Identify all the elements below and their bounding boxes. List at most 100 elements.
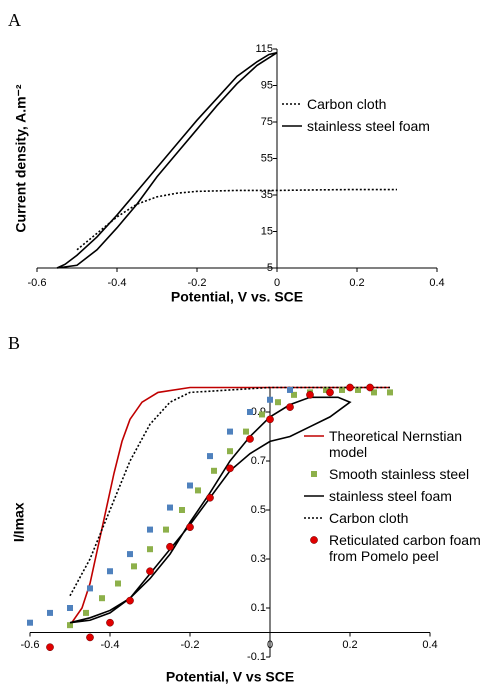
marker-circle [306, 391, 314, 399]
x-tick-label: -0.4 [101, 639, 120, 651]
y-axis-label: I/Imax [11, 502, 27, 542]
legend: Carbon cloth stainless steel foam [281, 96, 481, 140]
marker-square [167, 504, 173, 511]
marker-square [371, 389, 377, 396]
marker-square [163, 526, 169, 533]
marker-square [107, 568, 113, 575]
y-tick-label: 95 [261, 79, 273, 91]
x-tick-label: 0.2 [349, 277, 364, 289]
marker-square [67, 605, 73, 611]
marker-circle [86, 633, 94, 642]
legend-swatch [304, 495, 324, 497]
x-tick-label: 0 [274, 277, 280, 289]
x-tick-label: 0.2 [342, 639, 357, 651]
legend-label: stainless steel foam [307, 118, 430, 134]
marker-circle [310, 536, 318, 544]
legend-swatch [311, 471, 317, 477]
legend-label: Carbon cloth [329, 510, 409, 526]
series-line [76, 188, 397, 251]
marker-circle [366, 383, 374, 392]
legend-entry: stainless steel foam [303, 488, 488, 504]
y-tick-label: 35 [261, 189, 273, 201]
marker-circle [246, 435, 254, 443]
x-tick-label: 0.4 [422, 639, 437, 651]
y-axis-label: Current density, A.m⁻² [13, 84, 29, 233]
x-axis-label: Potential, V vs. SCE [171, 289, 303, 305]
x-tick-label: 0.4 [429, 277, 444, 289]
marker-square [243, 428, 249, 435]
legend-swatch [304, 517, 324, 519]
marker-square [311, 471, 317, 477]
marker-square [195, 487, 201, 494]
legend-swatch [304, 435, 324, 437]
series-line [69, 386, 390, 597]
marker-square [227, 428, 233, 435]
panel-label: A [8, 10, 21, 30]
y-tick-label: -5 [263, 262, 273, 274]
marker-square [115, 580, 121, 587]
marker-circle [146, 567, 154, 576]
marker-square [87, 585, 93, 592]
marker-square [67, 622, 73, 629]
legend-entry: Carbon cloth [281, 96, 481, 112]
y-tick-label: 15 [261, 225, 273, 237]
legend-label: Reticulated carbon foam from Pomelo peel [329, 532, 481, 564]
marker-square [387, 389, 393, 396]
marker-square [259, 411, 265, 418]
x-tick-label: -0.4 [108, 277, 127, 289]
marker-square [275, 399, 281, 406]
marker-square [227, 448, 233, 455]
marker-circle [266, 415, 274, 424]
marker-square [27, 619, 33, 626]
marker-circle [286, 403, 294, 411]
x-tick-label: 0 [267, 639, 273, 651]
marker-circle [226, 464, 234, 473]
series-line [69, 396, 352, 624]
y-tick-label: 55 [261, 152, 273, 164]
marker-square [207, 453, 213, 460]
legend-entry: Reticulated carbon foam from Pomelo peel [303, 532, 488, 564]
marker-circle [46, 643, 54, 652]
marker-square [83, 609, 89, 616]
legend-swatch [282, 125, 302, 127]
x-tick-label: -0.2 [188, 277, 207, 289]
legend-label: Theoretical Nernstian model [329, 428, 463, 460]
x-tick-label: -0.2 [181, 639, 200, 651]
marker-square [291, 391, 297, 398]
panel-label: B [8, 333, 20, 353]
y-tick-label: 0.1 [251, 602, 266, 614]
marker-square [323, 386, 329, 393]
y-tick-label: 0.5 [251, 504, 266, 516]
marker-square [47, 609, 53, 616]
marker-circle [186, 523, 194, 532]
marker-circle [206, 493, 214, 502]
marker-square [211, 467, 217, 474]
marker-square [179, 507, 185, 513]
marker-square [127, 551, 133, 558]
y-tick-label: -0.1 [247, 651, 266, 663]
legend-swatch [282, 103, 302, 105]
marker-square [267, 396, 273, 403]
legend-label: stainless steel foam [329, 488, 452, 504]
legend: Theoretical Nernstian model Smooth stainl… [303, 428, 488, 570]
x-axis-label: Potential, V vs SCE [166, 669, 294, 685]
marker-circle [106, 618, 114, 627]
y-tick-label: 75 [261, 116, 273, 128]
marker-circle [166, 542, 174, 551]
legend-swatch [310, 536, 318, 544]
marker-circle [346, 383, 354, 392]
marker-square [131, 563, 137, 570]
x-tick-label: -0.6 [28, 277, 47, 289]
marker-circle [126, 596, 134, 605]
marker-square [355, 386, 361, 393]
marker-square [339, 386, 345, 393]
legend-entry: Smooth stainless steel [303, 466, 488, 482]
marker-circle [326, 388, 334, 397]
marker-square [287, 386, 293, 393]
marker-square [247, 409, 253, 415]
y-tick-label: 0.3 [251, 553, 266, 565]
legend-entry: Carbon cloth [303, 510, 488, 526]
marker-square [147, 526, 153, 533]
